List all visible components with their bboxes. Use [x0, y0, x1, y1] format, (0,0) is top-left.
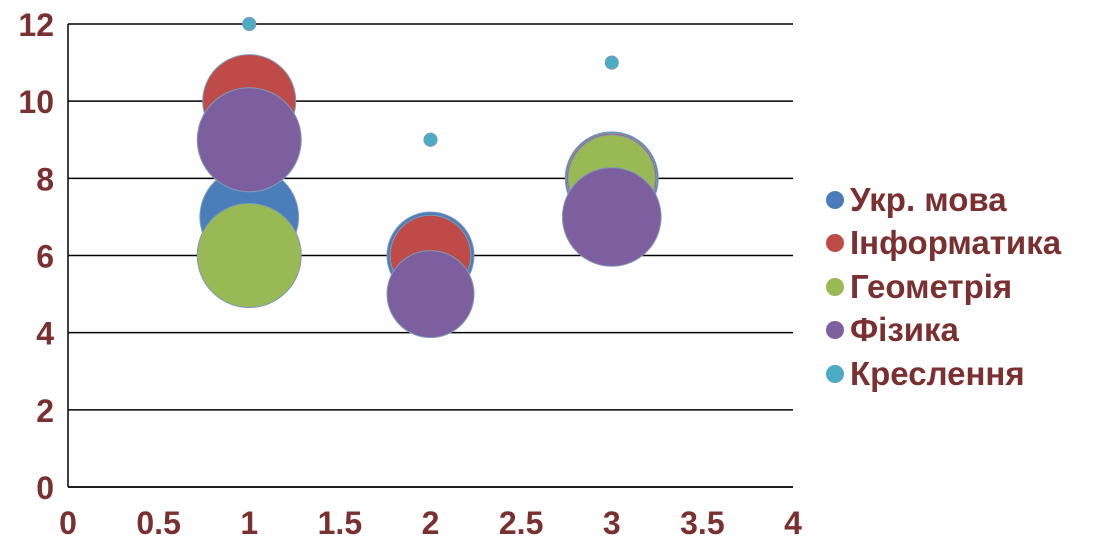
legend-marker: [826, 321, 844, 340]
bubble-series-5: [242, 16, 257, 32]
legend-item-1: Укр. мова: [826, 178, 1096, 222]
bubble-layer: [196, 16, 662, 339]
bubble-series-4: [386, 250, 475, 339]
legend-item-3: Геометрія: [826, 265, 1096, 309]
legend-label: Геометрія: [850, 267, 1013, 305]
x-tick-label: 1.5: [318, 505, 362, 540]
bubble-series-4: [561, 167, 662, 267]
bubble-series-4: [196, 87, 302, 193]
x-tick-label: 1: [240, 505, 258, 540]
legend-item-2: Інформатика: [826, 222, 1096, 266]
y-tick-label: 2: [36, 393, 54, 429]
x-tick-label: 2.5: [499, 505, 543, 540]
legend-label: Креслення: [850, 354, 1025, 392]
axes: [67, 24, 793, 488]
x-tick-labels: 0 0.5 1 1.5 2 2.5 3 3.5 4: [59, 505, 802, 540]
x-tick-label: 2: [422, 505, 440, 540]
bubble-series-5: [604, 55, 619, 70]
y-tick-label: 12: [18, 7, 54, 43]
legend-marker: [826, 190, 844, 209]
y-tick-label: 10: [18, 84, 54, 120]
legend-label: Інформатика: [850, 224, 1062, 262]
y-tick-label: 0: [36, 470, 54, 506]
y-tick-label: 6: [36, 239, 54, 275]
legend-marker: [826, 234, 844, 253]
legend-label: Укр. мова: [850, 180, 1007, 218]
x-tick-label: 3: [603, 505, 621, 540]
legend-marker: [826, 364, 844, 383]
legend-item-4: Фізика: [826, 309, 1096, 353]
x-tick-label: 3.5: [680, 505, 724, 540]
y-tick-labels: 0 2 4 6 8 10 12: [18, 7, 54, 506]
legend-marker: [826, 277, 844, 296]
legend-item-5: Креслення: [826, 352, 1096, 396]
chart-legend: Укр. мова Інформатика Геометрія Фізика Кресл…: [826, 178, 1096, 396]
x-tick-label: 0.5: [136, 505, 180, 540]
bubble-series-5: [423, 132, 438, 147]
legend-label: Фізика: [850, 311, 959, 349]
y-tick-label: 8: [36, 161, 54, 197]
x-tick-label: 4: [784, 505, 802, 540]
y-tick-label: 4: [36, 316, 54, 352]
x-tick-label: 0: [59, 505, 77, 540]
bubble-series-3: [196, 203, 302, 308]
